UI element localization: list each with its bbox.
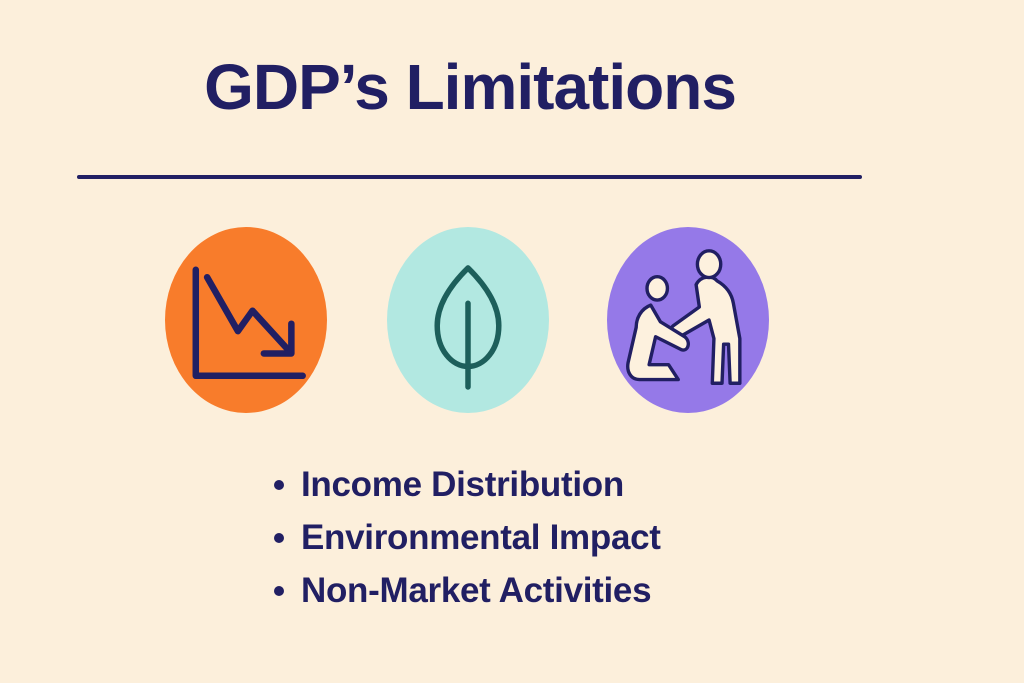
list-item-label: Non-Market Activities [301,570,652,610]
list-item-label: Environmental Impact [301,517,661,557]
bullet-dot [274,479,284,490]
list-item: Income Distribution [274,458,661,511]
page-title: GDP’s Limitations [204,51,737,123]
limitations-list: Income Distribution Environmental Impact… [274,458,661,617]
non-market-activities-circle [607,227,769,413]
list-item-label: Income Distribution [301,464,624,504]
income-distribution-circle [165,227,327,413]
bullet-dot [274,585,284,596]
declining-chart-icon [165,227,327,413]
list-item: Environmental Impact [274,511,661,564]
helping-people-icon [607,227,769,413]
title-divider [77,175,862,179]
bullet-dot [274,532,284,543]
list-item: Non-Market Activities [274,564,661,617]
environmental-impact-circle [387,227,549,413]
leaf-icon [387,227,549,413]
